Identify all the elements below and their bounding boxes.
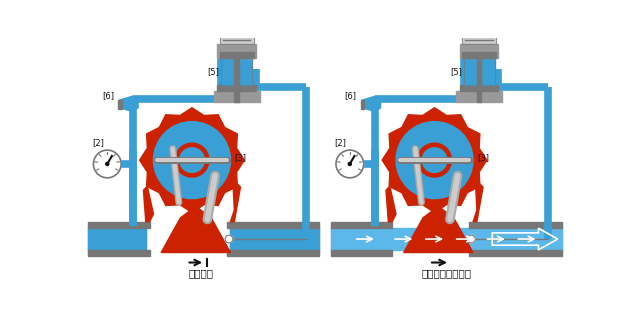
Text: 阀门关闭: 阀门关闭 [189, 268, 214, 278]
Bar [217, 85, 256, 91]
Bar [360, 100, 364, 109]
Bar [221, 58, 252, 85]
Bar [88, 225, 146, 252]
Bar [227, 223, 319, 228]
Circle shape [348, 162, 352, 165]
Bar [473, 225, 561, 252]
Bar [477, 56, 481, 102]
Circle shape [106, 162, 109, 165]
Bar [231, 228, 319, 250]
Circle shape [336, 150, 364, 178]
Bar [460, 85, 498, 91]
Text: [3]: [3] [234, 153, 246, 162]
Text: [6]: [6] [345, 91, 357, 100]
Bar [469, 223, 561, 228]
Bar [231, 225, 319, 252]
Text: 阀门开启（泄压）: 阀门开启（泄压） [421, 268, 471, 278]
Circle shape [396, 122, 473, 199]
Bar [220, 0, 253, 44]
Text: [5]: [5] [450, 67, 462, 76]
Bar [331, 228, 561, 250]
Polygon shape [473, 179, 483, 222]
Circle shape [418, 143, 452, 177]
Circle shape [467, 235, 476, 243]
Bar [464, 58, 495, 85]
Polygon shape [120, 96, 138, 111]
Text: [2]: [2] [335, 138, 347, 148]
Polygon shape [404, 206, 473, 252]
Polygon shape [386, 186, 396, 222]
Polygon shape [144, 186, 154, 222]
Bar [220, 0, 253, 44]
Bar [462, 0, 496, 44]
Polygon shape [161, 206, 231, 252]
Bar [217, 44, 256, 58]
Bar [88, 223, 150, 228]
Bar [221, 58, 252, 85]
Bar [88, 250, 150, 256]
Circle shape [225, 235, 233, 243]
Text: [5]: [5] [207, 67, 219, 76]
Bar [118, 100, 122, 109]
Bar [331, 223, 392, 228]
Bar [88, 228, 146, 250]
Circle shape [175, 143, 209, 177]
Circle shape [422, 148, 447, 172]
Bar [460, 44, 498, 58]
Circle shape [93, 150, 121, 178]
Bar [462, 51, 496, 58]
Bar [462, 0, 496, 44]
Bar [464, 58, 495, 85]
Text: [6]: [6] [102, 91, 114, 100]
Circle shape [154, 122, 231, 199]
Bar [331, 225, 388, 252]
Bar [331, 250, 392, 256]
Bar [227, 250, 319, 256]
Bar [214, 91, 260, 102]
Bar [456, 91, 502, 102]
Polygon shape [382, 108, 487, 213]
Bar [469, 250, 561, 256]
Text: [3]: [3] [477, 153, 489, 162]
Polygon shape [140, 108, 244, 213]
Bar [220, 51, 253, 58]
Text: [2]: [2] [92, 138, 104, 148]
Bar [234, 56, 239, 102]
Polygon shape [362, 96, 381, 111]
Polygon shape [231, 179, 241, 222]
Circle shape [180, 148, 204, 172]
